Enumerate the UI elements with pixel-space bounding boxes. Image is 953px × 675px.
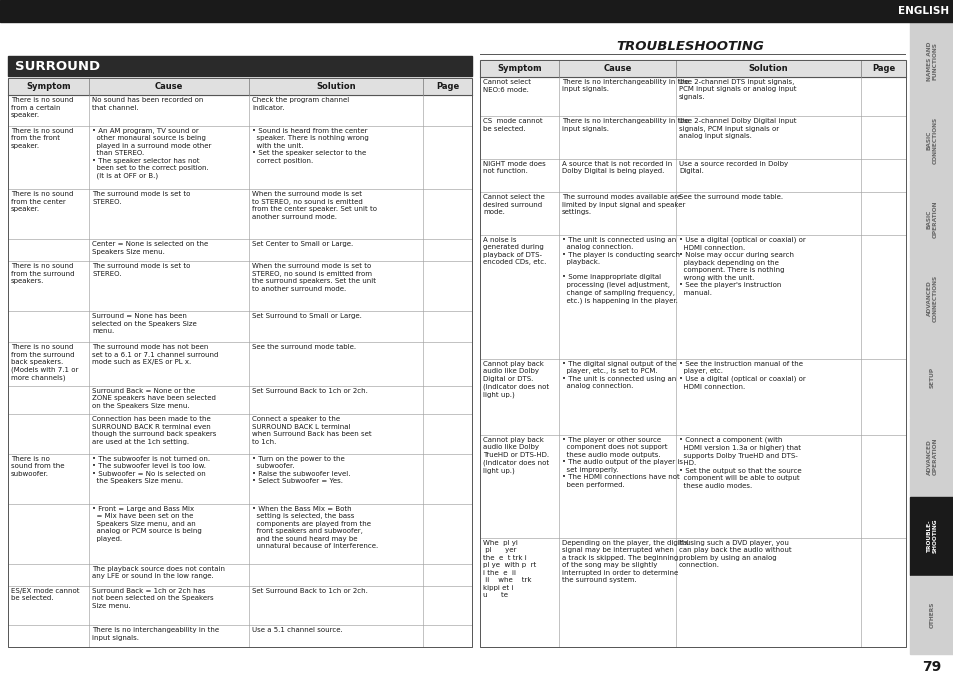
- Text: ENGLISH: ENGLISH: [898, 6, 948, 16]
- Text: SURROUND: SURROUND: [15, 59, 100, 72]
- Text: The playback source does not contain
any LFE or sound in the low range.: The playback source does not contain any…: [92, 566, 225, 579]
- Bar: [909, 418, 953, 495]
- Text: Use 2-channel Dolby Digital input
signals, PCM input signals or
analog input sig: Use 2-channel Dolby Digital input signal…: [679, 118, 796, 140]
- Text: Use a 5.1 channel source.: Use a 5.1 channel source.: [252, 627, 343, 633]
- Text: Use 2-channel DTS input signals,
PCM input signals or analog input
signals.: Use 2-channel DTS input signals, PCM inp…: [679, 79, 796, 100]
- Text: Whe  pl yi
 pl      yer
the  e  t trk i
pl ye  with p  rt
i the  e  ii
 ii    wh: Whe pl yi pl yer the e t trk i pl ye wit…: [482, 540, 536, 598]
- Text: There is no interchangeability in the
input signals.: There is no interchangeability in the in…: [561, 118, 688, 132]
- Text: A noise is
generated during
playback of DTS-
encoded CDs, etc.: A noise is generated during playback of …: [482, 237, 546, 265]
- Text: Symptom: Symptom: [27, 82, 71, 91]
- Text: Cannot play back
audio like Dolby
Digital or DTS.
(Indicator does not
light up.): Cannot play back audio like Dolby Digita…: [482, 361, 549, 398]
- Text: ES/EX mode cannot
be selected.: ES/EX mode cannot be selected.: [11, 588, 79, 601]
- Text: See the surround mode table.: See the surround mode table.: [252, 344, 356, 350]
- Text: See the surround mode table.: See the surround mode table.: [679, 194, 782, 200]
- Text: The surround mode is set to
STEREO.: The surround mode is set to STEREO.: [92, 263, 191, 277]
- Text: There is no
sound from the
subwoofer.: There is no sound from the subwoofer.: [11, 456, 65, 477]
- Text: The surround mode has not been
set to a 6.1 or 7.1 channel surround
mode such as: The surround mode has not been set to a …: [92, 344, 218, 365]
- Text: • The player or other source
  component does not support
  these audio mode out: • The player or other source component d…: [561, 437, 682, 488]
- Text: • See the instruction manual of the
  player, etc.
• Use a digital (optical or c: • See the instruction manual of the play…: [679, 361, 805, 390]
- Text: There is no sound
from the front
speaker.: There is no sound from the front speaker…: [11, 128, 73, 148]
- Text: SETUP: SETUP: [928, 367, 934, 388]
- Text: The surround mode is set to
STEREO.: The surround mode is set to STEREO.: [92, 191, 191, 205]
- Bar: [909, 22, 953, 100]
- Text: Surround Back = 1ch or 2ch has
not been selected on the Speakers
Size menu.: Surround Back = 1ch or 2ch has not been …: [92, 588, 213, 609]
- Text: ADVANCED
OPERATION: ADVANCED OPERATION: [925, 438, 937, 475]
- Text: There is no interchangeability in the
input signals.: There is no interchangeability in the in…: [92, 627, 219, 641]
- Text: No sound has been recorded on
that channel.: No sound has been recorded on that chann…: [92, 97, 203, 111]
- Text: Center = None is selected on the
Speakers Size menu.: Center = None is selected on the Speaker…: [92, 241, 209, 254]
- Bar: [909, 259, 953, 338]
- Text: Cannot play back
audio like Dolby
TrueHD or DTS-HD.
(Indicator does not
light up: Cannot play back audio like Dolby TrueHD…: [482, 437, 549, 474]
- Text: TROUBLE-
SHOOTING: TROUBLE- SHOOTING: [925, 518, 937, 553]
- Bar: [909, 180, 953, 259]
- Bar: [8, 78, 472, 95]
- Text: Cannot select
NEO:6 mode.: Cannot select NEO:6 mode.: [482, 79, 531, 92]
- Bar: [909, 576, 953, 654]
- Text: • Use a digital (optical or coaxial) or
  HDMI connection.
• Noise may occur dur: • Use a digital (optical or coaxial) or …: [679, 237, 805, 296]
- Text: When the surround mode is set
to STEREO, no sound is emitted
from the center spe: When the surround mode is set to STEREO,…: [252, 191, 376, 219]
- Text: When the surround mode is set to
STEREO, no sound is emitted from
the surround s: When the surround mode is set to STEREO,…: [252, 263, 375, 292]
- Text: • The digital signal output of the
  player, etc., is set to PCM.
• The unit is : • The digital signal output of the playe…: [561, 361, 676, 389]
- Text: Set Center to Small or Large.: Set Center to Small or Large.: [252, 241, 354, 247]
- Bar: [8, 56, 472, 76]
- Bar: [909, 497, 953, 575]
- Text: • The subwoofer is not turned on.
• The subwoofer level is too low.
• Subwoofer : • The subwoofer is not turned on. • The …: [92, 456, 210, 484]
- Text: TROUBLESHOOTING: TROUBLESHOOTING: [616, 40, 763, 53]
- Bar: [0, 0, 953, 22]
- Text: • Connect a component (with
  HDMI version 1.3a or higher) that
  supports Dolby: • Connect a component (with HDMI version…: [679, 437, 801, 489]
- Text: Set Surround Back to 1ch or 2ch.: Set Surround Back to 1ch or 2ch.: [252, 588, 368, 594]
- Text: There is no sound
from the center
speaker.: There is no sound from the center speake…: [11, 191, 73, 212]
- Text: • Turn on the power to the
  subwoofer.
• Raise the subwoofer level.
• Select Su: • Turn on the power to the subwoofer. • …: [252, 456, 351, 484]
- Text: Use a source recorded in Dolby
Digital.: Use a source recorded in Dolby Digital.: [679, 161, 787, 174]
- Text: Page: Page: [871, 64, 894, 73]
- Text: BASIC
OPERATION: BASIC OPERATION: [925, 200, 937, 238]
- Text: Cause: Cause: [602, 64, 631, 73]
- Text: ADVANCED
CONNECTIONS: ADVANCED CONNECTIONS: [925, 275, 937, 322]
- Text: CS  mode cannot
be selected.: CS mode cannot be selected.: [482, 118, 542, 132]
- Text: The surround modes available are
limited by input signal and speaker
settings.: The surround modes available are limited…: [561, 194, 684, 215]
- Bar: [479, 60, 905, 77]
- Bar: [909, 101, 953, 180]
- Text: There is no sound
from a certain
speaker.: There is no sound from a certain speaker…: [11, 97, 73, 118]
- Text: Depending on the player, the digital
signal may be interrupted when
a track is s: Depending on the player, the digital sig…: [561, 540, 688, 583]
- Text: Check the program channel
indicator.: Check the program channel indicator.: [252, 97, 349, 111]
- Text: • The unit is connected using an
  analog connection.
• The player is conducting: • The unit is connected using an analog …: [561, 237, 679, 304]
- Bar: [479, 60, 905, 647]
- Text: 79: 79: [922, 660, 941, 674]
- Text: NIGHT mode does
not function.: NIGHT mode does not function.: [482, 161, 545, 174]
- Text: Connect a speaker to the
SURROUND BACK L terminal
when Surround Back has been se: Connect a speaker to the SURROUND BACK L…: [252, 416, 372, 445]
- Text: • Front = Large and Bass Mix
  = Mix have been set on the
  Speakers Size menu, : • Front = Large and Bass Mix = Mix have …: [92, 506, 202, 542]
- Text: There is no sound
from the surround
back speakers.
(Models with 7.1 or
more chan: There is no sound from the surround back…: [11, 344, 78, 381]
- Text: Set Surround Back to 1ch or 2ch.: Set Surround Back to 1ch or 2ch.: [252, 387, 368, 394]
- Text: Solution: Solution: [316, 82, 355, 91]
- Text: OTHERS: OTHERS: [928, 601, 934, 628]
- Text: Connection has been made to the
SURROUND BACK R terminal even
though the surroun: Connection has been made to the SURROUND…: [92, 416, 216, 445]
- Text: A source that is not recorded in
Dolby Digital is being played.: A source that is not recorded in Dolby D…: [561, 161, 671, 174]
- Text: Surround Back = None or the
ZONE speakers have been selected
on the Speakers Siz: Surround Back = None or the ZONE speaker…: [92, 387, 215, 409]
- Text: There is no interchangeability in the
input signals.: There is no interchangeability in the in…: [561, 79, 688, 92]
- Text: Cause: Cause: [155, 82, 183, 91]
- Text: Symptom: Symptom: [497, 64, 541, 73]
- Text: • When the Bass Mix = Both
  setting is selected, the bass
  components are play: • When the Bass Mix = Both setting is se…: [252, 506, 378, 549]
- Text: Surround = None has been
selected on the Speakers Size
menu.: Surround = None has been selected on the…: [92, 313, 196, 334]
- Text: If using such a DVD player, you
can play back the audio without
problem by using: If using such a DVD player, you can play…: [679, 540, 791, 568]
- Text: NAMES AND
FUNCTIONS: NAMES AND FUNCTIONS: [925, 41, 937, 81]
- Bar: [8, 78, 472, 647]
- Text: • Sound is heard from the center
  speaker. There is nothing wrong
  with the un: • Sound is heard from the center speaker…: [252, 128, 369, 163]
- Text: Set Surround to Small or Large.: Set Surround to Small or Large.: [252, 313, 362, 319]
- Bar: [909, 338, 953, 416]
- Text: Solution: Solution: [748, 64, 787, 73]
- Text: Page: Page: [436, 82, 458, 91]
- Text: Cannot select the
desired surround
mode.: Cannot select the desired surround mode.: [482, 194, 544, 215]
- Text: There is no sound
from the surround
speakers.: There is no sound from the surround spea…: [11, 263, 74, 284]
- Text: BASIC
CONNECTIONS: BASIC CONNECTIONS: [925, 117, 937, 164]
- Text: • An AM program, TV sound or
  other monaural source is being
  played in a surr: • An AM program, TV sound or other monau…: [92, 128, 212, 179]
